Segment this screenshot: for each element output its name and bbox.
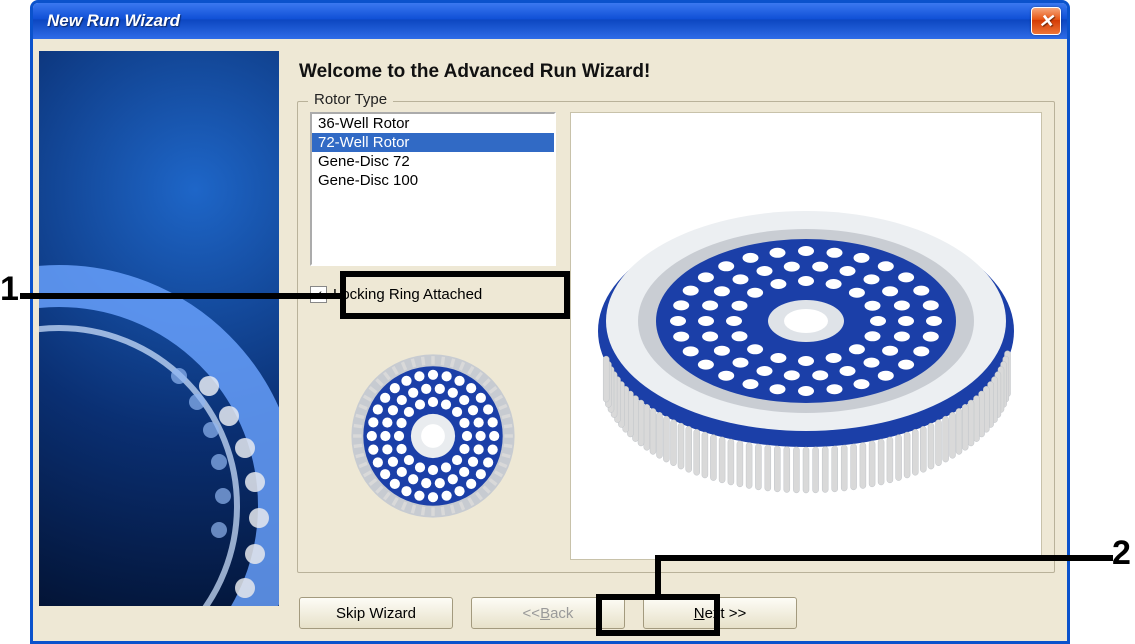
wizard-sidebar	[33, 39, 279, 641]
rotor-option-gd100[interactable]: Gene-Disc 100	[312, 171, 554, 190]
skip-wizard-button[interactable]: Skip Wizard	[299, 597, 453, 629]
annotation-2-label: 2	[1112, 534, 1131, 573]
wizard-buttons: Skip Wizard << Back Next >>	[297, 597, 1055, 629]
locking-ring-checkbox[interactable]: ✓ Locking Ring Attached	[310, 286, 556, 303]
annotation-1-label: 1	[0, 270, 19, 309]
rotor-thumbnail	[310, 303, 556, 560]
window-title: New Run Wizard	[47, 11, 180, 31]
rotor-thumb-icon	[348, 351, 518, 521]
rotor-preview	[570, 112, 1042, 560]
close-button[interactable]: ✕	[1031, 7, 1061, 35]
wizard-window: New Run Wizard ✕	[30, 0, 1070, 644]
group-legend: Rotor Type	[308, 91, 393, 108]
rotor-preview-icon	[571, 146, 1041, 526]
rotor-option-36[interactable]: 36-Well Rotor	[312, 114, 554, 133]
page-title: Welcome to the Advanced Run Wizard!	[299, 61, 1055, 83]
locking-ring-label: Locking Ring Attached	[333, 286, 482, 303]
sidebar-graphic	[39, 51, 279, 606]
annotation-2-line-v	[655, 555, 661, 597]
next-button[interactable]: Next >>	[643, 597, 797, 629]
rotor-option-72[interactable]: 72-Well Rotor	[312, 133, 554, 152]
rotor-listbox[interactable]: 36-Well Rotor 72-Well Rotor Gene-Disc 72…	[310, 112, 556, 266]
rotor-option-gd72[interactable]: Gene-Disc 72	[312, 152, 554, 171]
back-button: << Back	[471, 597, 625, 629]
rotor-type-group: Rotor Type 36-Well Rotor 72-Well Rotor G…	[297, 101, 1055, 573]
close-icon: ✕	[1038, 11, 1053, 32]
titlebar: New Run Wizard ✕	[33, 3, 1067, 39]
annotation-2-line-h	[655, 555, 1113, 561]
annotation-1-line	[20, 293, 340, 299]
